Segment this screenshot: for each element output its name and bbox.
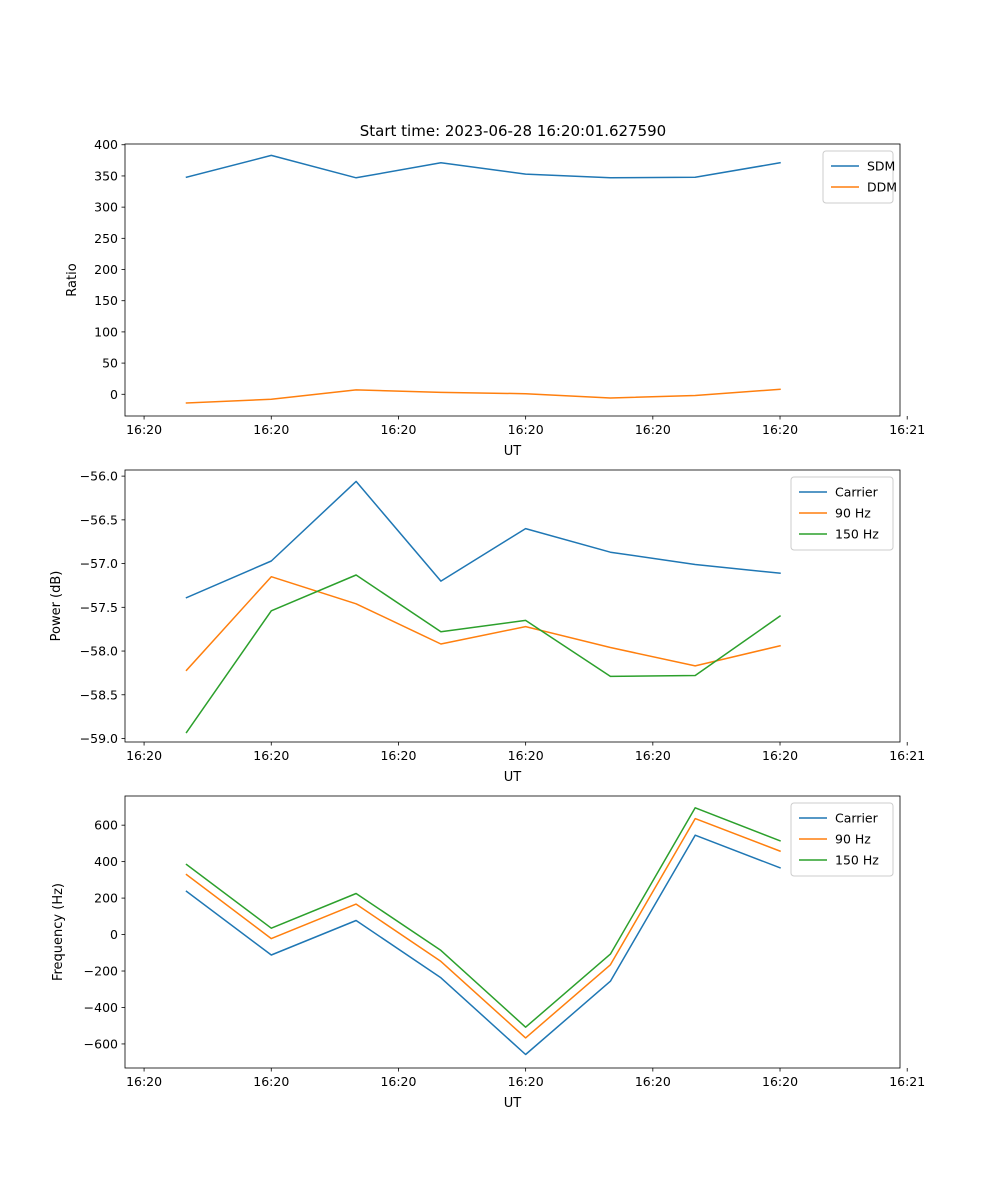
legend-label-sdm: SDM [867, 159, 895, 174]
y-tick-label: −200 [84, 964, 118, 979]
y-tick-label: 350 [94, 168, 118, 183]
x-tick-label: 16:21 [889, 1074, 925, 1089]
axes-frame [124, 143, 901, 417]
x-axis-label: UT [504, 1096, 522, 1111]
subplots: 16:20 16:20 16:20 16:20 16:20 16:20 16:21 0 50 10… [49, 137, 925, 1111]
y-tick-label: −58.5 [80, 687, 118, 702]
y-tick-label: −57.0 [80, 556, 118, 571]
series-line-carrier [185, 480, 781, 599]
figure-title: Start time: 2023-06-28 16:20:01.627590 [360, 122, 666, 140]
y-tick-label: −57.5 [80, 600, 118, 615]
legend-label-150-hz: 150 Hz [835, 853, 879, 868]
legend-box [790, 476, 894, 551]
y-tick-label: 250 [94, 231, 118, 246]
x-tick-label: 16:21 [889, 422, 925, 437]
x-tick-label: 16:20 [762, 748, 798, 763]
subplot-2: 16:20 16:20 16:20 16:20 16:20 16:20 16:21 −59.0… [49, 469, 925, 785]
x-tick-label: 16:20 [380, 1074, 416, 1089]
x-tick-label: 16:20 [126, 1074, 162, 1089]
series-line-90-hz [185, 575, 781, 672]
x-tick-label: 16:20 [380, 422, 416, 437]
x-axis-label: UT [504, 770, 522, 785]
legend-label-ddm: DDM [867, 180, 897, 195]
x-tick-label: 16:20 [635, 748, 671, 763]
x-tick-label: 16:20 [253, 748, 289, 763]
x-tick-label: 16:20 [508, 748, 544, 763]
series-line-150-hz [185, 807, 781, 1028]
legend-label-carrier: Carrier [835, 485, 879, 500]
x-axis-label: UT [504, 444, 522, 459]
axes-frame [124, 469, 901, 743]
subplot-3: 16:20 16:20 16:20 16:20 16:20 16:20 16:21 −600 −… [51, 795, 925, 1111]
legend-label-150-hz: 150 Hz [835, 527, 879, 542]
y-tick-label: 50 [102, 356, 118, 371]
y-tick-label: 400 [94, 137, 118, 152]
legend-label-carrier: Carrier [835, 811, 879, 826]
x-tick-label: 16:20 [380, 748, 416, 763]
legend-box [790, 802, 894, 877]
legend: Carrier 90 Hz 150 Hz [790, 802, 894, 877]
y-tick-label: −56.0 [80, 469, 118, 484]
x-tick-label: 16:20 [762, 422, 798, 437]
x-tick-label: 16:20 [762, 1074, 798, 1089]
legend-box [822, 150, 894, 204]
subplot-1: 16:20 16:20 16:20 16:20 16:20 16:20 16:21 0 50 10… [65, 137, 925, 459]
y-tick-label: −56.5 [80, 512, 118, 527]
y-tick-label: 400 [94, 854, 118, 869]
x-tick-label: 16:20 [126, 748, 162, 763]
axes-frame [124, 795, 901, 1069]
x-tick-label: 16:20 [253, 422, 289, 437]
y-tick-label: 0 [110, 927, 118, 942]
y-tick-label: 150 [94, 293, 118, 308]
x-tick-label: 16:21 [889, 748, 925, 763]
y-tick-label: 600 [94, 818, 118, 833]
legend-label-90-hz: 90 Hz [835, 506, 871, 521]
y-tick-label: 300 [94, 200, 118, 215]
y-tick-label: −400 [84, 1000, 118, 1015]
x-tick-label: 16:20 [635, 1074, 671, 1089]
series-line-150-hz [185, 574, 782, 734]
legend: SDM DDM [822, 150, 897, 204]
y-tick-label: 0 [110, 387, 118, 402]
legend-label-90-hz: 90 Hz [835, 832, 871, 847]
x-tick-label: 16:20 [253, 1074, 289, 1089]
y-axis-label: Power (dB) [49, 571, 64, 642]
series-line-ddm [185, 388, 781, 404]
x-tick-label: 16:20 [508, 1074, 544, 1089]
y-tick-label: −600 [84, 1036, 118, 1051]
y-axis-label: Ratio [65, 263, 80, 296]
series-line-sdm [185, 154, 781, 179]
y-tick-label: 200 [94, 262, 118, 277]
x-tick-label: 16:20 [508, 422, 544, 437]
x-tick-label: 16:20 [126, 422, 162, 437]
legend: Carrier 90 Hz 150 Hz [790, 476, 894, 551]
y-axis-label: Frequency (Hz) [51, 883, 66, 981]
series-line-90-hz [185, 817, 781, 1039]
y-tick-label: 100 [94, 324, 118, 339]
y-tick-label: 200 [94, 891, 118, 906]
series-line-carrier [185, 834, 781, 1056]
y-tick-label: −58.0 [80, 644, 118, 659]
y-tick-label: −59.0 [80, 731, 118, 746]
x-tick-label: 16:20 [635, 422, 671, 437]
